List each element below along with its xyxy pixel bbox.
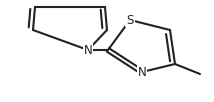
Text: N: N (138, 65, 146, 79)
Text: N: N (84, 43, 92, 57)
Text: S: S (126, 13, 134, 27)
